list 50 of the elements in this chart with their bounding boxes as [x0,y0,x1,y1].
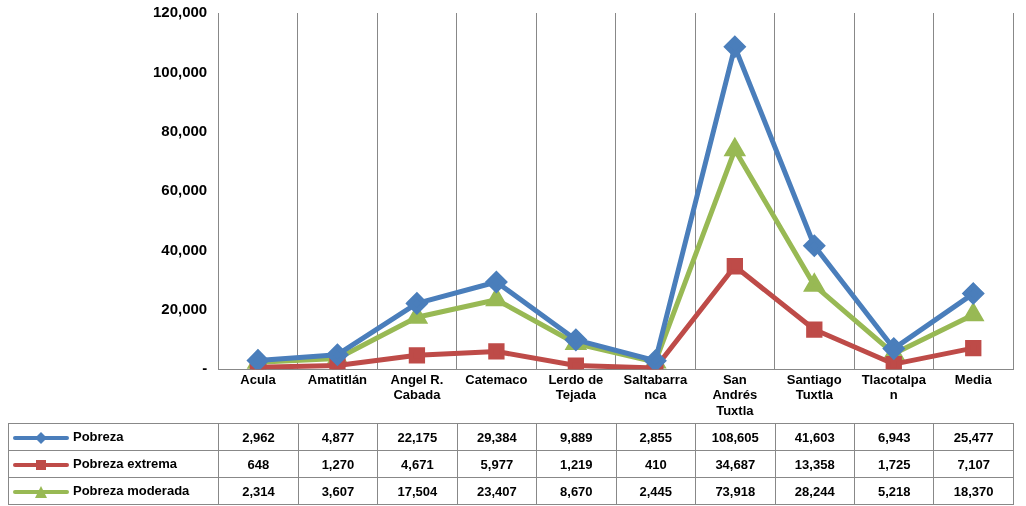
data-label: 1,219 [536,450,617,478]
data-label: 7,107 [933,450,1014,478]
y-tick-label: 80,000 [161,121,208,139]
data-label: 4,877 [298,423,378,451]
y-tick-label: 40,000 [161,240,208,258]
y-tick-label: 60,000 [161,181,208,199]
data-label: 1,270 [298,450,378,478]
data-label: 9,889 [536,423,617,451]
x-tick-label: Lerdo de Tejada [548,371,604,403]
x-tick-label: Catemaco [465,371,528,387]
data-label: 4,671 [377,450,458,478]
data-label: 18,370 [933,477,1014,505]
y-tick-label: - [202,359,208,377]
data-label: 28,244 [775,477,855,505]
data-label: 5,977 [457,450,537,478]
data-label: 25,477 [933,423,1014,451]
x-tick-label: Tlacotalpan [861,371,927,403]
data-label: 108,605 [695,423,775,451]
x-tick-label: Angel R. Cabada [390,371,444,403]
data-label: 8,670 [536,477,617,505]
x-tick-label: Amatitlán [307,371,368,387]
legend-label: Pobreza extrema [73,456,178,472]
legend-label: Pobreza [73,429,124,445]
data-label: 2,445 [616,477,696,505]
data-label: 34,687 [695,450,775,478]
data-label: 22,175 [377,423,458,451]
data-label: 73,918 [695,477,775,505]
data-label: 648 [218,450,299,478]
x-tick-label: Acula [240,371,277,387]
data-label: 6,943 [854,423,934,451]
data-label: 5,218 [854,477,934,505]
x-tick-label: Media [954,371,993,387]
x-tick-label: Santiago Tuxtla [786,371,842,403]
data-label: 2,962 [218,423,299,451]
data-label: 410 [616,450,696,478]
data-label: 13,358 [775,450,855,478]
data-label: 41,603 [775,423,855,451]
data-label: 2,855 [616,423,696,451]
data-label: 2,314 [218,477,299,505]
y-tick-label: 20,000 [161,299,208,317]
x-tick-label: Saltabarranca [623,371,688,403]
y-tick-label: 120,000 [152,3,208,21]
data-label: 1,725 [854,450,934,478]
data-label: 29,384 [457,423,537,451]
legend-label: Pobreza moderada [73,483,190,499]
x-tick-label: San Andrés Tuxtla [712,371,758,418]
data-label: 3,607 [298,477,378,505]
y-tick-label: 100,000 [152,62,208,80]
data-label: 23,407 [457,477,537,505]
data-label: 17,504 [377,477,458,505]
